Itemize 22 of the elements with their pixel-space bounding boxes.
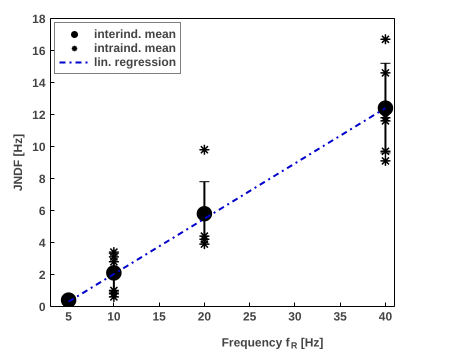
y-tick-label: 18 [32,12,46,26]
y-tick-label: 12 [32,108,46,122]
x-tick-label: 35 [334,310,348,324]
y-tick-label: 0 [38,300,46,314]
y-tick-label: 14 [32,76,46,90]
x-tick-label: 5 [65,310,72,324]
x-tick-label: 20 [198,310,212,324]
x-tick-label: 15 [152,310,166,324]
y-tick-label: 16 [32,44,46,58]
y-tick-label: 8 [38,172,46,186]
legend-label: intraind. mean [94,41,176,55]
y-tick-label: 2 [38,268,46,282]
x-tick-label: 25 [242,310,257,324]
x-tick-label: 30 [288,310,302,324]
legend-label: lin. regression [94,55,176,69]
y-tick-label: 4 [38,236,46,250]
y-axis-title: JNDF [Hz] [11,134,26,192]
x-tick-label: 10 [107,310,121,324]
y-tick-label: 10 [32,140,46,154]
x-tick-label: 40 [378,310,392,324]
legend-label: interind. mean [94,27,176,41]
y-tick-label: 6 [38,204,46,218]
